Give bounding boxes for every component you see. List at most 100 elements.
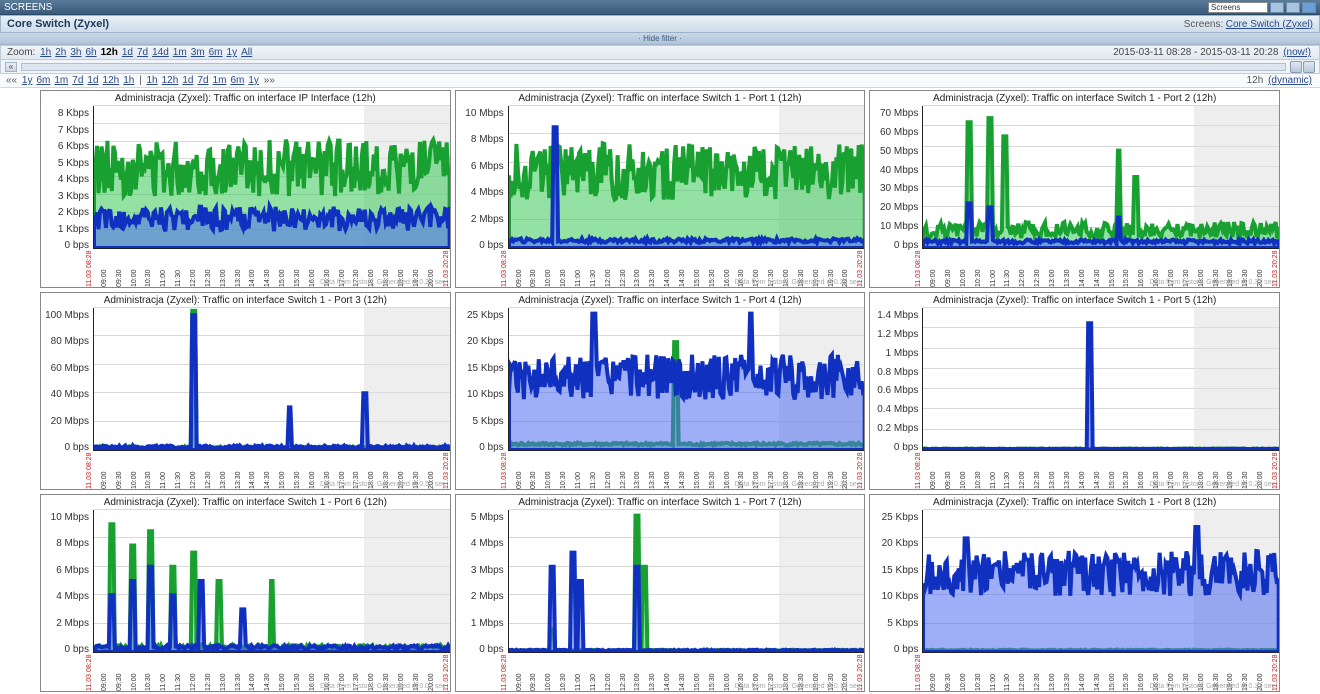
x-tick-label: 11.03 08:28: [501, 251, 508, 287]
nav-link[interactable]: 1d: [182, 75, 193, 86]
x-tick-label: 11:00: [575, 270, 582, 287]
x-tick-label: 12:30: [1034, 269, 1041, 287]
x-tick-label: 14:30: [679, 471, 686, 489]
nav-link[interactable]: 12h: [103, 75, 120, 86]
zoom-item[interactable]: 7d: [137, 47, 148, 58]
dynamic-link[interactable]: (dynamic): [1268, 75, 1312, 86]
x-tick-label: 12:30: [620, 673, 627, 691]
nav-link[interactable]: 1h: [147, 75, 158, 86]
nav-link[interactable]: 1y: [248, 75, 259, 86]
chart-plot[interactable]: [93, 106, 450, 249]
nav-links: «« 1y6m1m7d1d12h1h | 1h12h1d7d1m6m1y »»: [6, 75, 275, 86]
chart-footer-note: Data from history. Generated in 0.24 sec: [1149, 481, 1275, 488]
window-max-button[interactable]: [1286, 2, 1300, 13]
y-tick-label: 10 Mbps: [465, 108, 503, 119]
hide-filter-toggle[interactable]: · Hide filter ·: [0, 33, 1320, 45]
x-tick-label: 12:00: [190, 269, 197, 287]
x-tick-label: 13:00: [220, 673, 227, 691]
slider-prev-button[interactable]: «: [5, 62, 17, 72]
nav-link[interactable]: 1y: [22, 75, 33, 86]
zoom-item[interactable]: 14d: [152, 47, 169, 58]
chart-title: Administracja (Zyxel): Traffic on interf…: [456, 91, 865, 106]
zoom-item[interactable]: 2h: [55, 47, 66, 58]
y-tick-label: 40 Mbps: [51, 389, 89, 400]
chart-plot[interactable]: [93, 308, 450, 451]
y-tick-label: 0 bps: [65, 644, 89, 655]
x-tick-label: 11:00: [160, 674, 167, 691]
chart-footer-note: Data from history. Generated in 0.31 sec: [1149, 279, 1275, 286]
window-min-button[interactable]: [1270, 2, 1284, 13]
nav-link[interactable]: 1m: [213, 75, 227, 86]
x-tick-label: 15:30: [294, 269, 301, 287]
x-tick-label: 12:00: [190, 673, 197, 691]
zoom-item[interactable]: 1h: [40, 47, 51, 58]
y-tick-label: 60 Mbps: [880, 127, 918, 138]
x-tick-label: 13:00: [1049, 673, 1056, 691]
y-tick-label: 0.2 Mbps: [877, 423, 918, 434]
x-tick-label: 15:00: [1109, 673, 1116, 691]
slider-track[interactable]: [21, 63, 1286, 71]
x-tick-label: 14:00: [1079, 673, 1086, 691]
x-tick-label: 11:30: [590, 472, 597, 489]
chart-panel: Administracja (Zyxel): Traffic on interf…: [869, 494, 1280, 692]
zoom-item[interactable]: All: [241, 47, 252, 58]
chart-title: Administracja (Zyxel): Traffic on interf…: [41, 495, 450, 510]
zoom-item[interactable]: 6m: [209, 47, 223, 58]
zoom-item[interactable]: 3h: [70, 47, 81, 58]
x-tick-label: 11:30: [175, 270, 182, 287]
app-topbar: SCREENS: [0, 0, 1320, 15]
x-tick-label: 09:00: [516, 269, 523, 287]
chart-plot[interactable]: [508, 308, 865, 451]
nav-link[interactable]: 1h: [123, 75, 134, 86]
zoom-item-selected: 12h: [101, 47, 118, 58]
zoom-item[interactable]: 1d: [122, 47, 133, 58]
x-tick-label: 13:00: [634, 269, 641, 287]
x-tick-label: 16:00: [309, 269, 316, 287]
x-tick-label: 12:00: [1019, 673, 1026, 691]
zoom-item[interactable]: 1m: [173, 47, 187, 58]
x-tick-label: 14:00: [1079, 471, 1086, 489]
x-tick-label: 16:00: [724, 673, 731, 691]
nav-link[interactable]: 7d: [72, 75, 83, 86]
chart-plot[interactable]: [508, 510, 865, 653]
y-axis: 8 Kbps7 Kbps6 Kbps5 Kbps4 Kbps3 Kbps2 Kb…: [41, 106, 93, 251]
y-tick-label: 2 Kbps: [58, 207, 89, 218]
x-tick-label: 10:00: [545, 673, 552, 691]
nav-link[interactable]: 1m: [54, 75, 68, 86]
x-tick-label: 14:30: [679, 673, 686, 691]
y-tick-label: 4 Mbps: [471, 187, 504, 198]
zoom-item[interactable]: 3m: [191, 47, 205, 58]
x-tick-label: 14:30: [1094, 471, 1101, 489]
chart-panel: Administracja (Zyxel): Traffic on interf…: [455, 292, 866, 490]
slider-handles[interactable]: [1290, 61, 1315, 73]
y-axis: 5 Mbps4 Mbps3 Mbps2 Mbps1 Mbps0 bps: [456, 510, 508, 655]
zoom-item[interactable]: 6h: [86, 47, 97, 58]
y-tick-label: 1 Kbps: [58, 224, 89, 235]
breadcrumb-link[interactable]: Core Switch (Zyxel): [1226, 19, 1313, 30]
y-tick-label: 4 Kbps: [58, 174, 89, 185]
zoom-item[interactable]: 1y: [227, 47, 238, 58]
nav-link[interactable]: 6m: [36, 75, 50, 86]
x-tick-label: 10:00: [131, 471, 138, 489]
y-tick-label: 6 Kbps: [58, 141, 89, 152]
x-tick-label: 11:30: [1004, 674, 1011, 691]
chart-plot[interactable]: [922, 106, 1279, 249]
nav-link[interactable]: 12h: [162, 75, 179, 86]
chart-plot[interactable]: [508, 106, 865, 249]
x-tick-label: 10:00: [131, 673, 138, 691]
window-close-button[interactable]: [1302, 2, 1316, 13]
nav-link[interactable]: 1d: [87, 75, 98, 86]
chart-plot[interactable]: [922, 510, 1279, 653]
nav-link[interactable]: 6m: [230, 75, 244, 86]
nav-tail-label: 12h: [1247, 75, 1264, 86]
chart-title: Administracja (Zyxel): Traffic on interf…: [41, 293, 450, 308]
y-axis: 1.4 Mbps1.2 Mbps1 Mbps0.8 Mbps0.6 Mbps0.…: [870, 308, 922, 453]
search-input[interactable]: [1208, 2, 1268, 13]
now-link[interactable]: (now!): [1283, 47, 1311, 58]
x-tick-label: 14:30: [1094, 269, 1101, 287]
chart-plot[interactable]: [93, 510, 450, 653]
chart-plot[interactable]: [922, 308, 1279, 451]
nav-link[interactable]: 7d: [197, 75, 208, 86]
y-tick-label: 10 Kbps: [882, 591, 919, 602]
x-tick-label: 10:30: [975, 471, 982, 489]
